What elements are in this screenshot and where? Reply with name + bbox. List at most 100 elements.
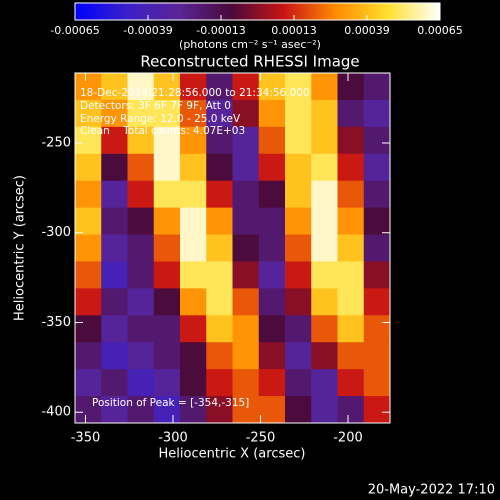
heatmap-cell [285,73,312,101]
heatmap [75,73,391,424]
heatmap-cell [285,315,312,343]
heatmap-cell [311,234,338,262]
heatmap-cell [363,261,391,289]
heatmap-cell [153,99,181,128]
heatmap-cell [311,207,338,236]
heatmap-cell [363,180,391,209]
heatmap-cell [101,153,128,182]
heatmap-cell [127,261,155,289]
heatmap-cell [363,342,391,370]
heatmap-cell [232,180,260,209]
heatmap-cell [101,369,128,397]
heatmap-cell [285,261,312,289]
heatmap-cell [337,234,365,262]
heatmap-cell [363,73,391,101]
heatmap-cell [232,369,260,397]
heatmap-cell [363,99,391,128]
heatmap-cell [232,261,260,289]
heatmap-cell [153,315,181,343]
heatmap-cell [180,126,207,155]
heatmap-cell [311,126,338,155]
heatmap-cell [75,207,102,236]
heatmap-cell [75,369,102,397]
heatmap-cell [258,288,286,316]
heatmap-cell [232,99,260,128]
heatmap-cell [311,342,338,370]
y-tick-label: -350 [41,315,71,330]
heatmap-cell [75,234,102,262]
heatmap-cell [311,180,338,209]
heatmap-cell [180,73,207,101]
heatmap-cell [337,261,365,289]
heatmap-cell [311,288,338,316]
heatmap-cell [232,73,260,101]
heatmap-cell [363,234,391,262]
heatmap-cell [101,99,128,128]
timestamp: 20-May-2022 17:10 [368,483,495,498]
heatmap-cell [180,180,207,209]
heatmap-cell [311,261,338,289]
heatmap-cell [101,73,128,101]
heatmap-cell [363,288,391,316]
colorbar [74,2,441,21]
heatmap-cell [153,153,181,182]
heatmap-cell [258,369,286,397]
colorbar-tick-label: -0.00013 [196,24,245,37]
heatmap-cell [337,369,365,397]
heatmap-cell [285,396,312,424]
heatmap-cell [232,288,260,316]
heatmap-cell [337,207,365,236]
heatmap-cell [180,234,207,262]
heatmap-cell [127,153,155,182]
heatmap-cell [206,207,233,236]
peak-label: Position of Peak = [-354,-315] [92,397,249,409]
heatmap-cell [337,99,365,128]
heatmap-cell [180,288,207,316]
heatmap-cell [311,99,338,128]
heatmap-cell [285,369,312,397]
heatmap-cell [258,234,286,262]
heatmap-cell [206,180,233,209]
heatmap-cell [75,342,102,370]
heatmap-cell [363,126,391,155]
heatmap-cell [101,234,128,262]
heatmap-cell [127,180,155,209]
heatmap-cell [153,207,181,236]
annotation: Clean Total counts: 4.07E+03 [80,125,245,137]
heatmap-cell [101,261,128,289]
heatmap-cell [337,153,365,182]
heatmap-cell [153,126,181,155]
heatmap-cell [127,342,155,370]
heatmap-cell [127,126,155,155]
heatmap-cell [232,207,260,236]
heatmap-cell [232,315,260,343]
chart-title: Reconstructed RHESSI Image [140,53,359,71]
heatmap-cell [232,396,260,424]
colorbar-tick-label: -0.00039 [123,24,172,37]
heatmap-cell [127,288,155,316]
y-axis-label: Heliocentric Y (arcsec) [13,175,28,321]
heatmap-cell [258,153,286,182]
heatmap-cell [127,234,155,262]
heatmap-cell [337,180,365,209]
heatmap-cell [153,234,181,262]
heatmap-cell [258,126,286,155]
heatmap-cell [206,99,233,128]
y-tick-label: -300 [41,225,71,240]
heatmap-cell [258,261,286,289]
heatmap-cell [75,315,102,343]
heatmap-cell [127,99,155,128]
heatmap-cell [337,288,365,316]
heatmap-cell [363,315,391,343]
y-tick-label: -250 [41,136,71,151]
heatmap-cell [258,396,286,424]
plot-frame [74,72,391,424]
heatmap-cell [363,369,391,397]
heatmap-cell [101,342,128,370]
heatmap-cell [127,73,155,101]
heatmap-cell [311,396,338,424]
heatmap-cell [258,315,286,343]
colorbar-label: (photons cm⁻² s⁻¹ asec⁻²) [179,38,321,51]
colorbar-tick-label: 0.00039 [344,24,390,37]
